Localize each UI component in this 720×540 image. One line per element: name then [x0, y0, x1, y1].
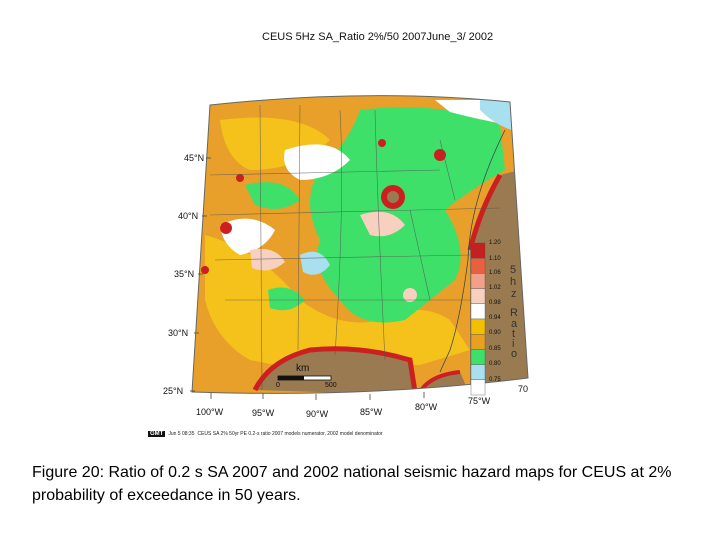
- colorbar-swatch: [470, 318, 486, 335]
- colorbar-unit-letter: z: [511, 288, 517, 300]
- gmt-timestamp: GMT Jun 5 08:35 CEUS SA 2% 50yr PE 0.2-s…: [148, 431, 383, 437]
- lon-label: 100°W: [196, 407, 224, 417]
- colorbar-unit-letter: t: [512, 328, 516, 340]
- colorbar-label: 1.02: [489, 285, 501, 291]
- colorbar-swatch: [470, 349, 486, 365]
- colorbar-swatch: [470, 273, 486, 289]
- colorbar-label: 1.06: [489, 270, 501, 276]
- lon-label: 85°W: [360, 407, 383, 417]
- colorbar-swatch: [470, 258, 486, 274]
- colorbar-swatch: [470, 303, 486, 320]
- ocean-gulf: [255, 348, 415, 394]
- colorbar: [470, 242, 486, 396]
- colorbar-label: 0.80: [489, 361, 501, 367]
- lon-label: 75°W: [468, 396, 491, 406]
- lon-label: 80°W: [415, 402, 438, 412]
- scale-bar-unit: km: [296, 363, 310, 374]
- lon-label: 90°W: [306, 409, 329, 419]
- colorbar-unit-letter: i: [512, 338, 515, 350]
- gmt-logo: GMT: [148, 431, 166, 437]
- colorbar-label: 1.10: [489, 256, 501, 262]
- scale-bar-start: 0: [276, 382, 280, 389]
- colorbar-swatch: [470, 334, 486, 350]
- ratio-field-green: [310, 107, 505, 323]
- colorbar-label: 0.85: [489, 346, 501, 352]
- figure-caption: Figure 20: Ratio of 0.2 s SA 2007 and 20…: [32, 464, 672, 504]
- lat-label: 45°N: [184, 153, 205, 163]
- coastal-band: [467, 173, 503, 251]
- lat-label: 30°N: [168, 328, 189, 338]
- lon-label: 70: [518, 384, 529, 394]
- colorbar-label: 0.90: [489, 330, 501, 336]
- colorbar-swatch: [470, 242, 486, 259]
- graticule-ticks: [190, 157, 479, 400]
- colorbar-swatch: [470, 364, 486, 381]
- ratio-field-light-blue: [480, 100, 512, 130]
- lon-label: 95°W: [252, 408, 275, 418]
- colorbar-label: 0.94: [489, 315, 501, 321]
- colorbar-unit-letter: o: [511, 348, 518, 360]
- colorbar-unit-letter: h: [510, 276, 517, 288]
- lat-label: 25°N: [163, 386, 184, 396]
- colorbar-unit-letter: a: [511, 318, 518, 330]
- colorbar-unit-letter: 5: [510, 264, 517, 276]
- colorbar-label: 0.98: [489, 300, 501, 306]
- lat-label: 40°N: [178, 211, 199, 221]
- colorbar-swatch: [470, 288, 486, 305]
- gmt-date: Jun 5 08:35: [168, 431, 195, 437]
- scale-bar-end: 500: [325, 382, 337, 389]
- colorbar-label: 1.20: [489, 240, 501, 246]
- ratio-field-yellow: [205, 235, 470, 370]
- ratio-field-white: [284, 144, 350, 180]
- colorbar-unit-letter: R: [510, 307, 518, 319]
- lat-label: 35°N: [174, 269, 195, 279]
- colorbar-swatch: [470, 379, 486, 396]
- colorbar-label: 0.75: [489, 377, 501, 383]
- scale-bar: [277, 375, 332, 381]
- hazard-ratio-map: [190, 95, 529, 400]
- gmt-note: CEUS SA 2% 50yr PE 0.2-s ratio 2007 mode…: [197, 431, 383, 437]
- map-title: CEUS 5Hz SA_Ratio 2%/50 2007June_3/ 2002: [262, 31, 494, 43]
